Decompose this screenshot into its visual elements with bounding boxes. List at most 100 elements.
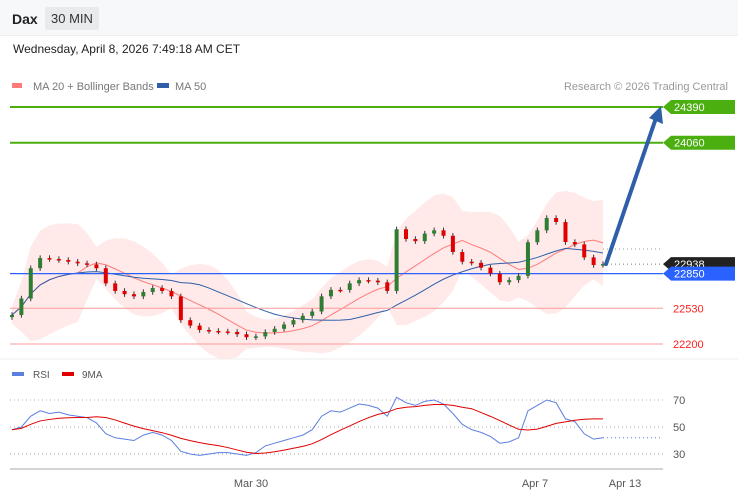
- candle-body: [169, 290, 174, 297]
- candle-body: [422, 233, 427, 242]
- candle-body: [253, 336, 258, 338]
- bollinger-band-area: [12, 190, 603, 360]
- top-bar: Dax 30 MIN: [0, 0, 738, 36]
- candle-body: [19, 298, 24, 315]
- resistance-tag: [663, 135, 735, 150]
- candle-body: [404, 229, 408, 240]
- candle-body: [47, 258, 52, 260]
- resistance-tag: [663, 100, 735, 114]
- candle-body: [291, 320, 296, 325]
- candle-body: [310, 311, 315, 316]
- candle-body: [66, 259, 71, 262]
- candle-body: [75, 261, 80, 264]
- candle-body: [10, 314, 14, 318]
- candle-body: [375, 280, 380, 283]
- candle-body: [469, 261, 474, 264]
- forecast-arrow: [604, 116, 658, 267]
- candle-body: [272, 328, 277, 333]
- ma20-legend-swatch: [12, 83, 22, 88]
- candle-body: [347, 283, 352, 290]
- candle-body: [319, 296, 324, 312]
- support-label: 22200: [673, 339, 704, 351]
- rsi-tick-label: 30: [673, 449, 685, 461]
- candle-body: [131, 294, 136, 297]
- candle-body: [263, 332, 268, 337]
- candle-body: [450, 235, 455, 252]
- credit: Research © 2026 Trading Central: [564, 81, 728, 93]
- candles: [10, 106, 663, 340]
- support-label: 22530: [673, 303, 704, 315]
- pivot-label: 22850: [674, 269, 705, 281]
- candle-body: [479, 262, 484, 268]
- candle-body: [141, 292, 146, 297]
- resistance-label: 24060: [674, 138, 705, 150]
- x-tick-label: Apr 7: [522, 478, 548, 490]
- candle-body: [432, 230, 437, 234]
- candle-body: [85, 263, 90, 265]
- candle-body: [554, 218, 559, 223]
- candle-body: [300, 315, 305, 321]
- candle-body: [582, 244, 587, 258]
- candle-body: [197, 325, 202, 331]
- rsi-line: [11, 396, 604, 456]
- rsi-panel: 70 50 30: [10, 395, 685, 461]
- candle-body: [488, 267, 493, 274]
- candle-body: [282, 324, 287, 329]
- rsi-legend-label: RSI: [33, 370, 50, 381]
- candle-body: [188, 320, 193, 326]
- resistance-label: 24390: [674, 102, 705, 114]
- candle-body: [150, 288, 155, 293]
- pivot-tag: [663, 266, 735, 281]
- candle-body: [207, 330, 211, 332]
- candle-body: [357, 280, 362, 284]
- candle-body: [601, 264, 605, 266]
- candle-body: [544, 218, 549, 231]
- ma20-legend-label: MA 20 + Bollinger Bands: [33, 81, 154, 93]
- candle-body: [394, 229, 399, 291]
- timeframe-button[interactable]: 30 MIN: [45, 7, 99, 30]
- candle-body: [535, 230, 540, 243]
- candle-body: [516, 275, 521, 281]
- rsi-tick-label: 50: [673, 422, 685, 434]
- candle-body: [385, 282, 390, 291]
- ma9-legend-swatch: [62, 372, 74, 376]
- candle-body: [235, 331, 240, 335]
- candle-body: [591, 257, 596, 265]
- ma50-legend-swatch: [157, 83, 169, 88]
- bollinger-bands: [11, 190, 604, 360]
- datetime: Wednesday, April 8, 2026 7:49:18 AM CET: [13, 42, 241, 56]
- candle-body: [563, 222, 568, 243]
- candle-body: [507, 280, 512, 283]
- candle-body: [525, 242, 530, 276]
- candle-body: [328, 289, 333, 297]
- candle-body: [103, 268, 108, 284]
- rsi-ma9-line: [11, 404, 603, 455]
- x-tick-label: Apr 13: [609, 478, 641, 490]
- candle-body: [28, 268, 33, 299]
- candle-body: [178, 296, 183, 321]
- candle-body: [244, 334, 249, 338]
- candle-body: [216, 330, 221, 333]
- candle-body: [460, 251, 465, 262]
- candle-body: [338, 289, 343, 292]
- candle-body: [38, 258, 43, 269]
- rsi-tick-label: 70: [673, 395, 685, 407]
- candle-body: [225, 331, 230, 334]
- ma9-legend-label: 9MA: [82, 370, 103, 381]
- candle-body: [113, 283, 118, 291]
- candle-body: [413, 239, 418, 242]
- candle-body: [441, 230, 446, 236]
- candle-body: [56, 259, 61, 261]
- candle-body: [572, 242, 577, 245]
- candle-body: [94, 264, 99, 269]
- candle-body: [160, 288, 165, 291]
- ma20-line: [11, 239, 604, 334]
- forecast-arrow-head: [649, 106, 663, 124]
- candle-body: [122, 290, 127, 295]
- rsi-legend-swatch: [12, 372, 24, 376]
- ma50-legend-label: MA 50: [175, 81, 206, 93]
- symbol-title: Dax: [12, 11, 38, 27]
- x-tick-label: Mar 30: [234, 478, 268, 490]
- candle-body: [497, 273, 502, 283]
